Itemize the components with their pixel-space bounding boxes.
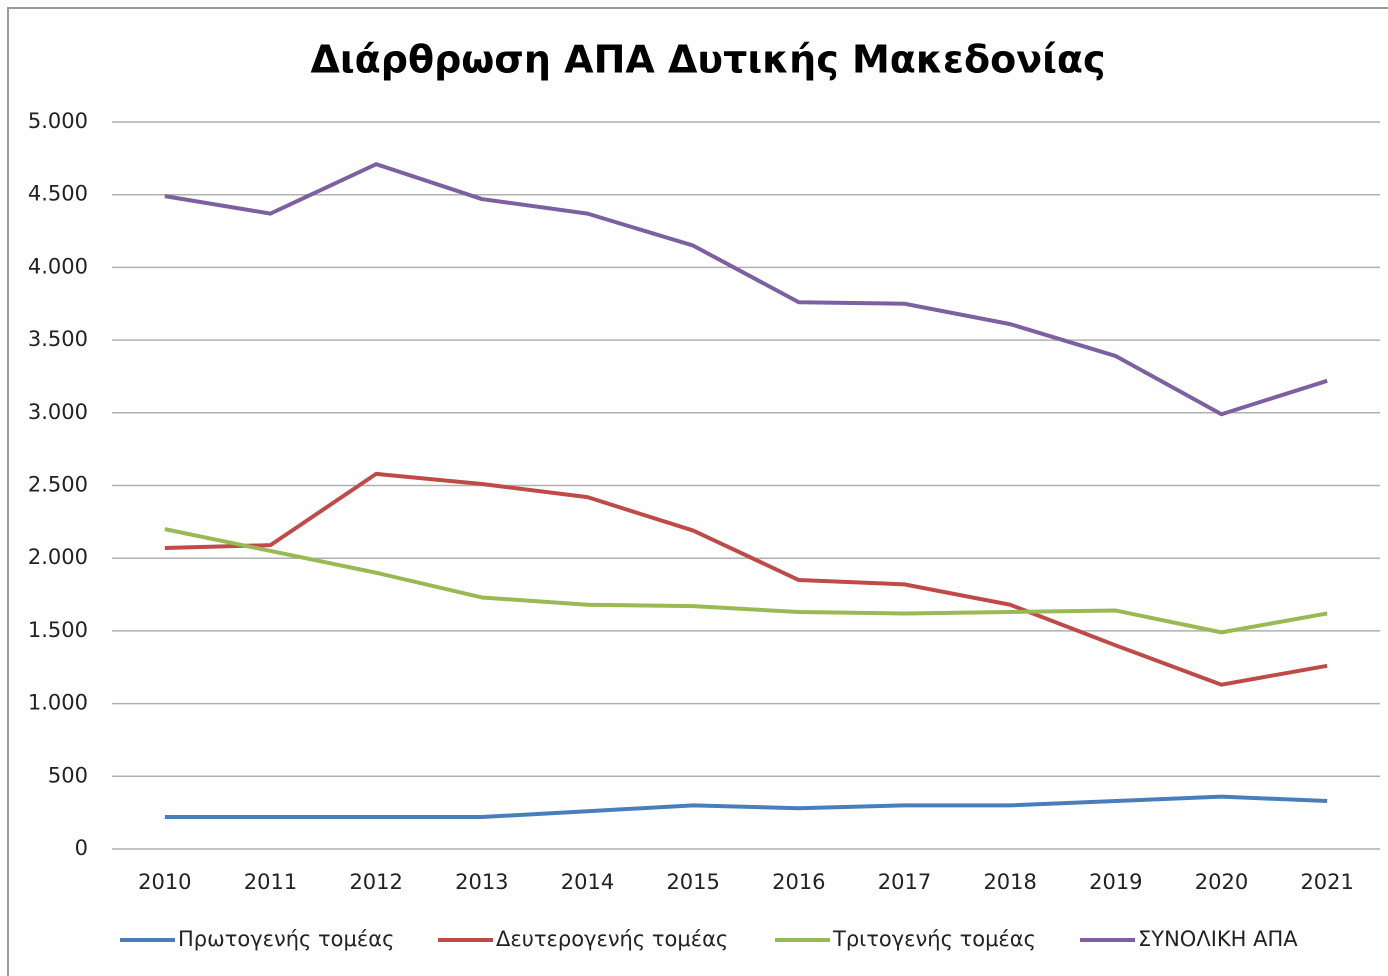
y-tick-label: 5.000	[28, 109, 88, 133]
x-tick-label: 2021	[1300, 870, 1353, 894]
legend-label: Τριτογενής τομέας	[832, 927, 1036, 951]
x-tick-label: 2012	[349, 870, 402, 894]
x-tick-label: 2013	[455, 870, 508, 894]
x-tick-label: 2019	[1089, 870, 1142, 894]
chart-border	[7, 7, 1388, 976]
series-line	[164, 162, 1328, 417]
x-tick-label: 2016	[772, 870, 825, 894]
series-line	[164, 471, 1328, 687]
x-tick-label: 2018	[983, 870, 1036, 894]
y-tick-label: 4.000	[28, 254, 88, 278]
x-tick-label: 2017	[878, 870, 931, 894]
legend-label: ΣΥΝΟΛΙΚΗ ΑΠΑ	[1138, 927, 1298, 951]
y-tick-label: 3.000	[28, 400, 88, 424]
y-tick-label: 1.500	[28, 618, 88, 642]
y-tick-label: 2.500	[28, 473, 88, 497]
x-tick-label: 2010	[138, 870, 191, 894]
chart-title: Διάρθρωση ΑΠΑ Δυτικής Μακεδονίας	[310, 38, 1105, 82]
series-line	[164, 794, 1328, 820]
y-tick-label: 3.500	[28, 327, 88, 351]
y-tick-label: 2.000	[28, 545, 88, 569]
legend-label: Πρωτογενής τομέας	[178, 927, 394, 951]
x-tick-label: 2020	[1195, 870, 1248, 894]
x-tick-label: 2011	[244, 870, 297, 894]
series-line	[164, 527, 1328, 635]
y-tick-label: 4.500	[28, 182, 88, 206]
x-tick-label: 2015	[666, 870, 719, 894]
x-tick-label: 2014	[561, 870, 614, 894]
y-tick-label: 500	[48, 763, 88, 787]
y-tick-label: 0	[75, 836, 88, 860]
y-tick-label: 1.000	[28, 691, 88, 715]
legend-label: Δευτερογενής τομέας	[496, 927, 728, 951]
